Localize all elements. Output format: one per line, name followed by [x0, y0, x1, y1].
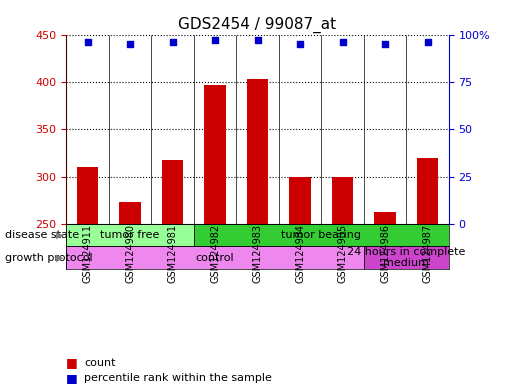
Bar [204, 85, 225, 224]
Text: GSM124984: GSM124984 [295, 224, 304, 283]
Text: tumor free: tumor free [100, 230, 159, 240]
Text: GSM124987: GSM124987 [422, 224, 432, 283]
Bar [363, 246, 448, 269]
Text: count: count [84, 358, 116, 368]
Bar [162, 161, 183, 224]
Point [422, 39, 431, 45]
Bar [193, 224, 448, 246]
Bar [416, 157, 437, 224]
Point [295, 41, 303, 47]
Point [168, 39, 176, 45]
Text: disease state: disease state [5, 230, 79, 240]
Text: GSM124986: GSM124986 [379, 224, 389, 283]
Text: ■: ■ [66, 372, 78, 384]
Bar [66, 224, 193, 246]
Bar [374, 212, 395, 224]
Bar [246, 79, 268, 224]
Text: GSM124980: GSM124980 [125, 224, 135, 283]
Bar [289, 177, 310, 224]
Text: GSM124911: GSM124911 [82, 224, 92, 283]
Point [380, 41, 388, 47]
Text: growth protocol: growth protocol [5, 253, 93, 263]
Bar [77, 167, 98, 224]
Text: ▶: ▶ [56, 230, 64, 240]
Text: GSM124985: GSM124985 [337, 224, 347, 283]
Bar [331, 177, 352, 224]
Text: tumor bearing: tumor bearing [281, 230, 360, 240]
Text: ■: ■ [66, 356, 78, 369]
Bar [119, 202, 140, 224]
Bar [66, 246, 363, 269]
Text: 24 hours in complete
medium: 24 hours in complete medium [347, 247, 465, 268]
Text: ▶: ▶ [56, 253, 64, 263]
Text: GSM124982: GSM124982 [210, 224, 219, 283]
Point [83, 39, 92, 45]
Point [338, 39, 346, 45]
Title: GDS2454 / 99087_at: GDS2454 / 99087_at [178, 17, 336, 33]
Point [253, 37, 261, 43]
Text: percentile rank within the sample: percentile rank within the sample [84, 373, 271, 383]
Point [211, 37, 219, 43]
Text: GSM124983: GSM124983 [252, 224, 262, 283]
Text: control: control [195, 253, 234, 263]
Text: GSM124981: GSM124981 [167, 224, 177, 283]
Point [126, 41, 134, 47]
